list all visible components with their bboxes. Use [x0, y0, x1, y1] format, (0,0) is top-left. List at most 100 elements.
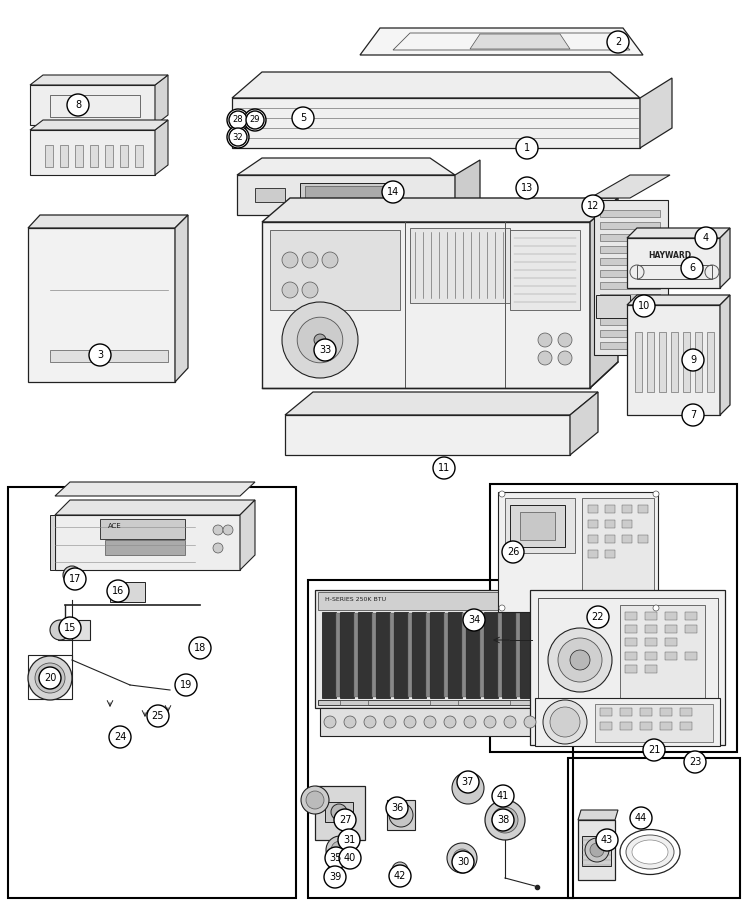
- Polygon shape: [55, 500, 255, 515]
- Bar: [695, 332, 702, 392]
- Bar: [625, 625, 637, 633]
- Polygon shape: [627, 238, 720, 288]
- Bar: [647, 332, 654, 392]
- Bar: [600, 282, 660, 289]
- Bar: [605, 520, 615, 528]
- Circle shape: [147, 705, 169, 727]
- Polygon shape: [640, 78, 672, 148]
- Text: H-SERIES 250K BTU: H-SERIES 250K BTU: [325, 597, 386, 602]
- Polygon shape: [627, 295, 730, 305]
- Circle shape: [227, 126, 249, 148]
- Bar: [685, 652, 697, 660]
- Circle shape: [590, 843, 604, 857]
- Bar: [110, 582, 145, 602]
- Circle shape: [50, 620, 70, 640]
- Bar: [320, 708, 560, 736]
- Circle shape: [389, 803, 413, 827]
- Text: 38: 38: [497, 815, 509, 825]
- Polygon shape: [590, 175, 670, 198]
- Circle shape: [227, 109, 249, 131]
- Bar: [605, 505, 615, 513]
- Bar: [120, 145, 128, 167]
- Circle shape: [246, 111, 264, 129]
- Polygon shape: [570, 392, 598, 455]
- Circle shape: [302, 252, 318, 268]
- Bar: [600, 222, 660, 229]
- Polygon shape: [30, 85, 155, 125]
- Text: 10: 10: [638, 301, 650, 311]
- Polygon shape: [720, 295, 730, 415]
- Bar: [520, 512, 555, 540]
- Bar: [534, 613, 538, 697]
- Polygon shape: [455, 160, 480, 215]
- Bar: [510, 700, 538, 705]
- Bar: [622, 505, 632, 513]
- Bar: [660, 708, 672, 716]
- Polygon shape: [55, 515, 240, 570]
- Bar: [600, 294, 660, 301]
- Bar: [605, 535, 615, 543]
- Circle shape: [175, 674, 197, 696]
- Text: 37: 37: [462, 777, 475, 787]
- Circle shape: [282, 252, 298, 268]
- Circle shape: [339, 847, 361, 869]
- Bar: [300, 183, 400, 205]
- Circle shape: [109, 726, 131, 748]
- Text: 15: 15: [64, 623, 76, 633]
- Polygon shape: [28, 215, 188, 228]
- Text: 44: 44: [635, 813, 647, 823]
- Text: 19: 19: [180, 680, 192, 690]
- Bar: [408, 613, 412, 697]
- Text: 26: 26: [507, 547, 519, 557]
- Polygon shape: [262, 198, 618, 222]
- Polygon shape: [155, 75, 168, 125]
- Bar: [645, 612, 657, 620]
- Circle shape: [344, 716, 356, 728]
- Bar: [640, 722, 652, 730]
- Circle shape: [282, 302, 358, 378]
- Circle shape: [558, 638, 602, 682]
- Polygon shape: [232, 72, 640, 98]
- Circle shape: [39, 667, 61, 689]
- Circle shape: [485, 800, 525, 840]
- Circle shape: [384, 716, 396, 728]
- Circle shape: [653, 491, 659, 497]
- Bar: [600, 708, 612, 716]
- Circle shape: [89, 344, 111, 366]
- Circle shape: [492, 809, 514, 831]
- Circle shape: [314, 334, 326, 346]
- Circle shape: [543, 700, 587, 744]
- Bar: [318, 700, 560, 705]
- Bar: [665, 625, 677, 633]
- Bar: [685, 612, 697, 620]
- Polygon shape: [720, 228, 730, 288]
- Circle shape: [107, 580, 129, 602]
- Bar: [622, 520, 632, 528]
- Circle shape: [297, 317, 343, 362]
- Polygon shape: [466, 612, 480, 698]
- Text: 29: 29: [249, 115, 261, 125]
- Polygon shape: [520, 612, 534, 698]
- Bar: [480, 613, 484, 697]
- Polygon shape: [30, 75, 168, 85]
- Text: ACE: ACE: [108, 523, 122, 529]
- Polygon shape: [590, 198, 618, 388]
- Circle shape: [524, 716, 536, 728]
- Bar: [625, 652, 637, 660]
- Circle shape: [607, 31, 629, 53]
- Text: 21: 21: [647, 745, 660, 755]
- Polygon shape: [340, 612, 354, 698]
- Polygon shape: [394, 612, 408, 698]
- Circle shape: [63, 566, 81, 584]
- Polygon shape: [358, 612, 372, 698]
- Circle shape: [682, 404, 704, 426]
- Bar: [588, 505, 598, 513]
- Bar: [100, 519, 185, 539]
- Bar: [600, 210, 660, 217]
- Bar: [640, 708, 652, 716]
- Circle shape: [684, 751, 706, 773]
- Circle shape: [325, 847, 347, 869]
- Polygon shape: [285, 392, 598, 415]
- Polygon shape: [315, 786, 365, 840]
- Circle shape: [695, 227, 717, 249]
